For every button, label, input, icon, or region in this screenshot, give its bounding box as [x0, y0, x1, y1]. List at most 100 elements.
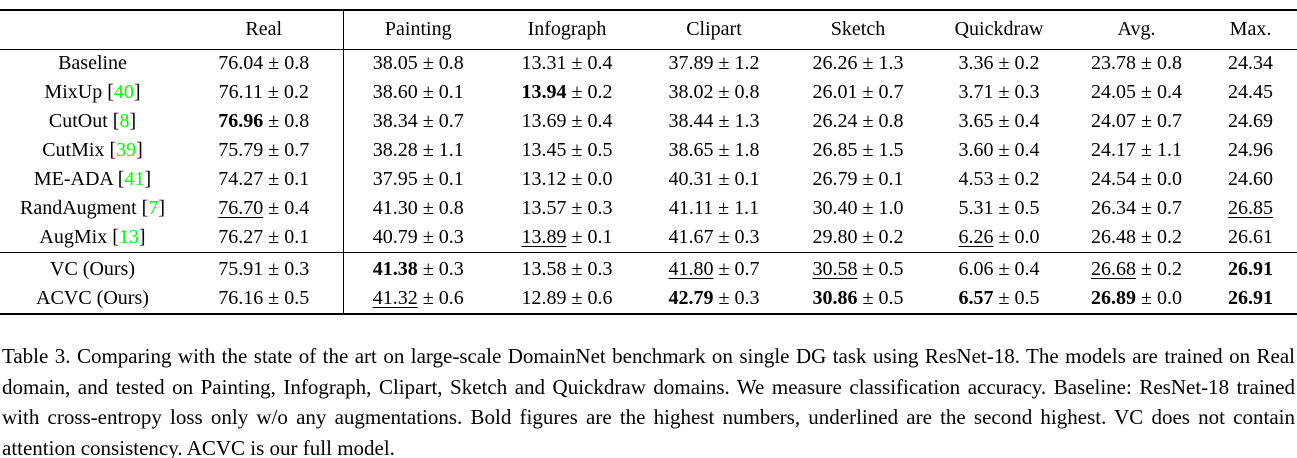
- metric-std: ± 0.1: [857, 168, 904, 190]
- value-cell: 24.17 ± 1.1: [1069, 136, 1204, 165]
- citation-link[interactable]: 40: [113, 81, 134, 103]
- citation-link[interactable]: 13: [118, 225, 139, 248]
- metric-value: 75.91: [218, 257, 264, 280]
- method-label: CutOut [8]: [48, 110, 137, 132]
- metric-value: 3.71: [958, 81, 994, 103]
- value-cell: 24.54 ± 0.0: [1069, 165, 1204, 194]
- metric-value: 37.95: [372, 168, 418, 190]
- value-cell: 3.36 ± 0.2: [929, 49, 1069, 78]
- value-cell: 37.95 ± 0.1: [342, 165, 493, 194]
- value-cell: 26.91: [1204, 251, 1297, 283]
- value-cell: 6.57 ± 0.5: [929, 283, 1069, 314]
- metric-value: 5.31: [958, 197, 994, 219]
- metric-std: ± 0.2: [566, 81, 613, 103]
- value-cell: 41.30 ± 0.8: [342, 194, 493, 223]
- metric-value: 24.54: [1091, 168, 1136, 190]
- metric-std: ± 0.3: [713, 286, 760, 309]
- table-row: VC (Ours) 75.91 ± 0.3 41.38 ± 0.3 13.58 ± 0…: [0, 251, 1297, 283]
- method-name: ACVC (Ours): [36, 286, 149, 309]
- metric-std: ± 0.8: [417, 52, 464, 75]
- metric-std: ± 0.0: [1136, 286, 1182, 309]
- metric-std: ± 1.5: [857, 139, 904, 161]
- value-cell: 26.48 ± 0.2: [1069, 223, 1204, 252]
- metric-value: 3.36: [958, 52, 994, 75]
- citation-link[interactable]: 41: [124, 168, 145, 190]
- column-header-method: [0, 10, 185, 50]
- metric-value: 41.11: [668, 197, 714, 219]
- metric-std: ± 0.1: [566, 225, 613, 248]
- method-label: Baseline: [0, 49, 185, 78]
- metric-std: ± 1.8: [713, 139, 760, 161]
- metric-std: ± 0.2: [993, 168, 1040, 190]
- metric-std: ± 0.4: [993, 110, 1040, 132]
- value-cell: 76.16 ± 0.5: [185, 283, 343, 314]
- value-cell: 26.26 ± 1.3: [787, 49, 929, 78]
- metric-value: 13.94: [521, 81, 567, 103]
- metric-value: 26.89: [1091, 286, 1136, 309]
- metric-std: ± 0.5: [857, 286, 904, 309]
- metric-value: 29.80: [812, 225, 858, 248]
- metric-value: 76.16: [218, 286, 264, 309]
- metric-value: 26.34: [1091, 197, 1136, 219]
- metric-value: 26.24: [812, 110, 858, 132]
- metric-std: ± 0.7: [417, 110, 464, 132]
- metric-std: ± 0.3: [263, 257, 310, 280]
- method-name: VC (Ours): [50, 257, 135, 280]
- metric-std: ± 1.3: [857, 52, 904, 75]
- table-header-row: Real Painting Infograph Clipart Sketch Quickd…: [0, 10, 1297, 50]
- column-header-sketch: Sketch: [787, 10, 929, 50]
- metric-value: 76.70: [218, 197, 264, 219]
- value-cell: 38.28 ± 1.1: [342, 136, 493, 165]
- metric-std: ± 0.5: [566, 139, 613, 161]
- method-name: ME-ADA: [33, 168, 113, 190]
- value-cell: 41.38 ± 0.3: [342, 251, 493, 283]
- table-caption: Table 3. Comparing with the state of the…: [2, 344, 1295, 458]
- citation-link[interactable]: 39: [116, 139, 137, 161]
- metric-value: 76.04: [218, 52, 264, 75]
- method-name: MixUp: [44, 81, 103, 103]
- metric-value: 26.68: [1091, 257, 1136, 280]
- value-cell: 24.60: [1204, 165, 1297, 194]
- citation-link[interactable]: 8: [119, 110, 130, 132]
- value-cell: 12.89 ± 0.6: [493, 283, 641, 314]
- metric-value: 38.02: [668, 81, 714, 103]
- metric-value: 13.58: [521, 257, 567, 280]
- method-label: CutMix [39]: [42, 139, 143, 161]
- value-cell: 76.27 ± 0.1: [185, 223, 343, 252]
- value-cell: 26.01 ± 0.7: [787, 78, 929, 107]
- metric-std: ± 0.1: [713, 168, 760, 190]
- value-cell: 75.79 ± 0.7: [185, 136, 343, 165]
- value-cell: 26.89 ± 0.0: [1069, 283, 1204, 314]
- citation-link[interactable]: 7: [148, 197, 159, 219]
- column-header-quickdraw: Quickdraw: [929, 10, 1069, 50]
- value-cell: 3.71 ± 0.3: [929, 78, 1069, 107]
- method-label: AugMix [13]: [39, 225, 146, 248]
- value-cell: 24.05 ± 0.4: [1069, 78, 1204, 107]
- results-table: Real Painting Infograph Clipart Sketch Quickd…: [0, 9, 1297, 315]
- metric-std: ± 0.4: [993, 257, 1040, 280]
- metric-std: ± 0.3: [713, 225, 760, 248]
- metric-value: 41.38: [372, 257, 418, 280]
- method-label: ME-ADA [41]: [33, 168, 152, 190]
- metric-std: ± 0.8: [263, 110, 310, 132]
- metric-value: 41.80: [668, 257, 714, 280]
- metric-value: 38.34: [372, 110, 418, 132]
- value-cell: 26.34 ± 0.7: [1069, 194, 1204, 223]
- metric-std: ± 0.2: [857, 225, 904, 248]
- metric-value: 24.17: [1091, 139, 1136, 161]
- metric-value: 3.65: [958, 110, 994, 132]
- value-cell: 6.26 ± 0.0: [929, 223, 1069, 252]
- value-cell: 76.96 ± 0.8: [185, 107, 343, 136]
- value-cell: 13.69 ± 0.4: [493, 107, 641, 136]
- metric-std: ± 0.4: [566, 52, 613, 75]
- metric-value: 13.57: [521, 197, 567, 219]
- metric-value: 13.69: [521, 110, 567, 132]
- column-header-infograph: Infograph: [493, 10, 641, 50]
- metric-value: 23.78: [1091, 52, 1136, 75]
- metric-value: 24.69: [1228, 110, 1273, 132]
- metric-std: ± 0.1: [417, 81, 464, 103]
- value-cell: 13.45 ± 0.5: [493, 136, 641, 165]
- metric-value: 24.96: [1228, 139, 1273, 161]
- value-cell: 41.80 ± 0.7: [641, 251, 787, 283]
- value-cell: 38.60 ± 0.1: [342, 78, 493, 107]
